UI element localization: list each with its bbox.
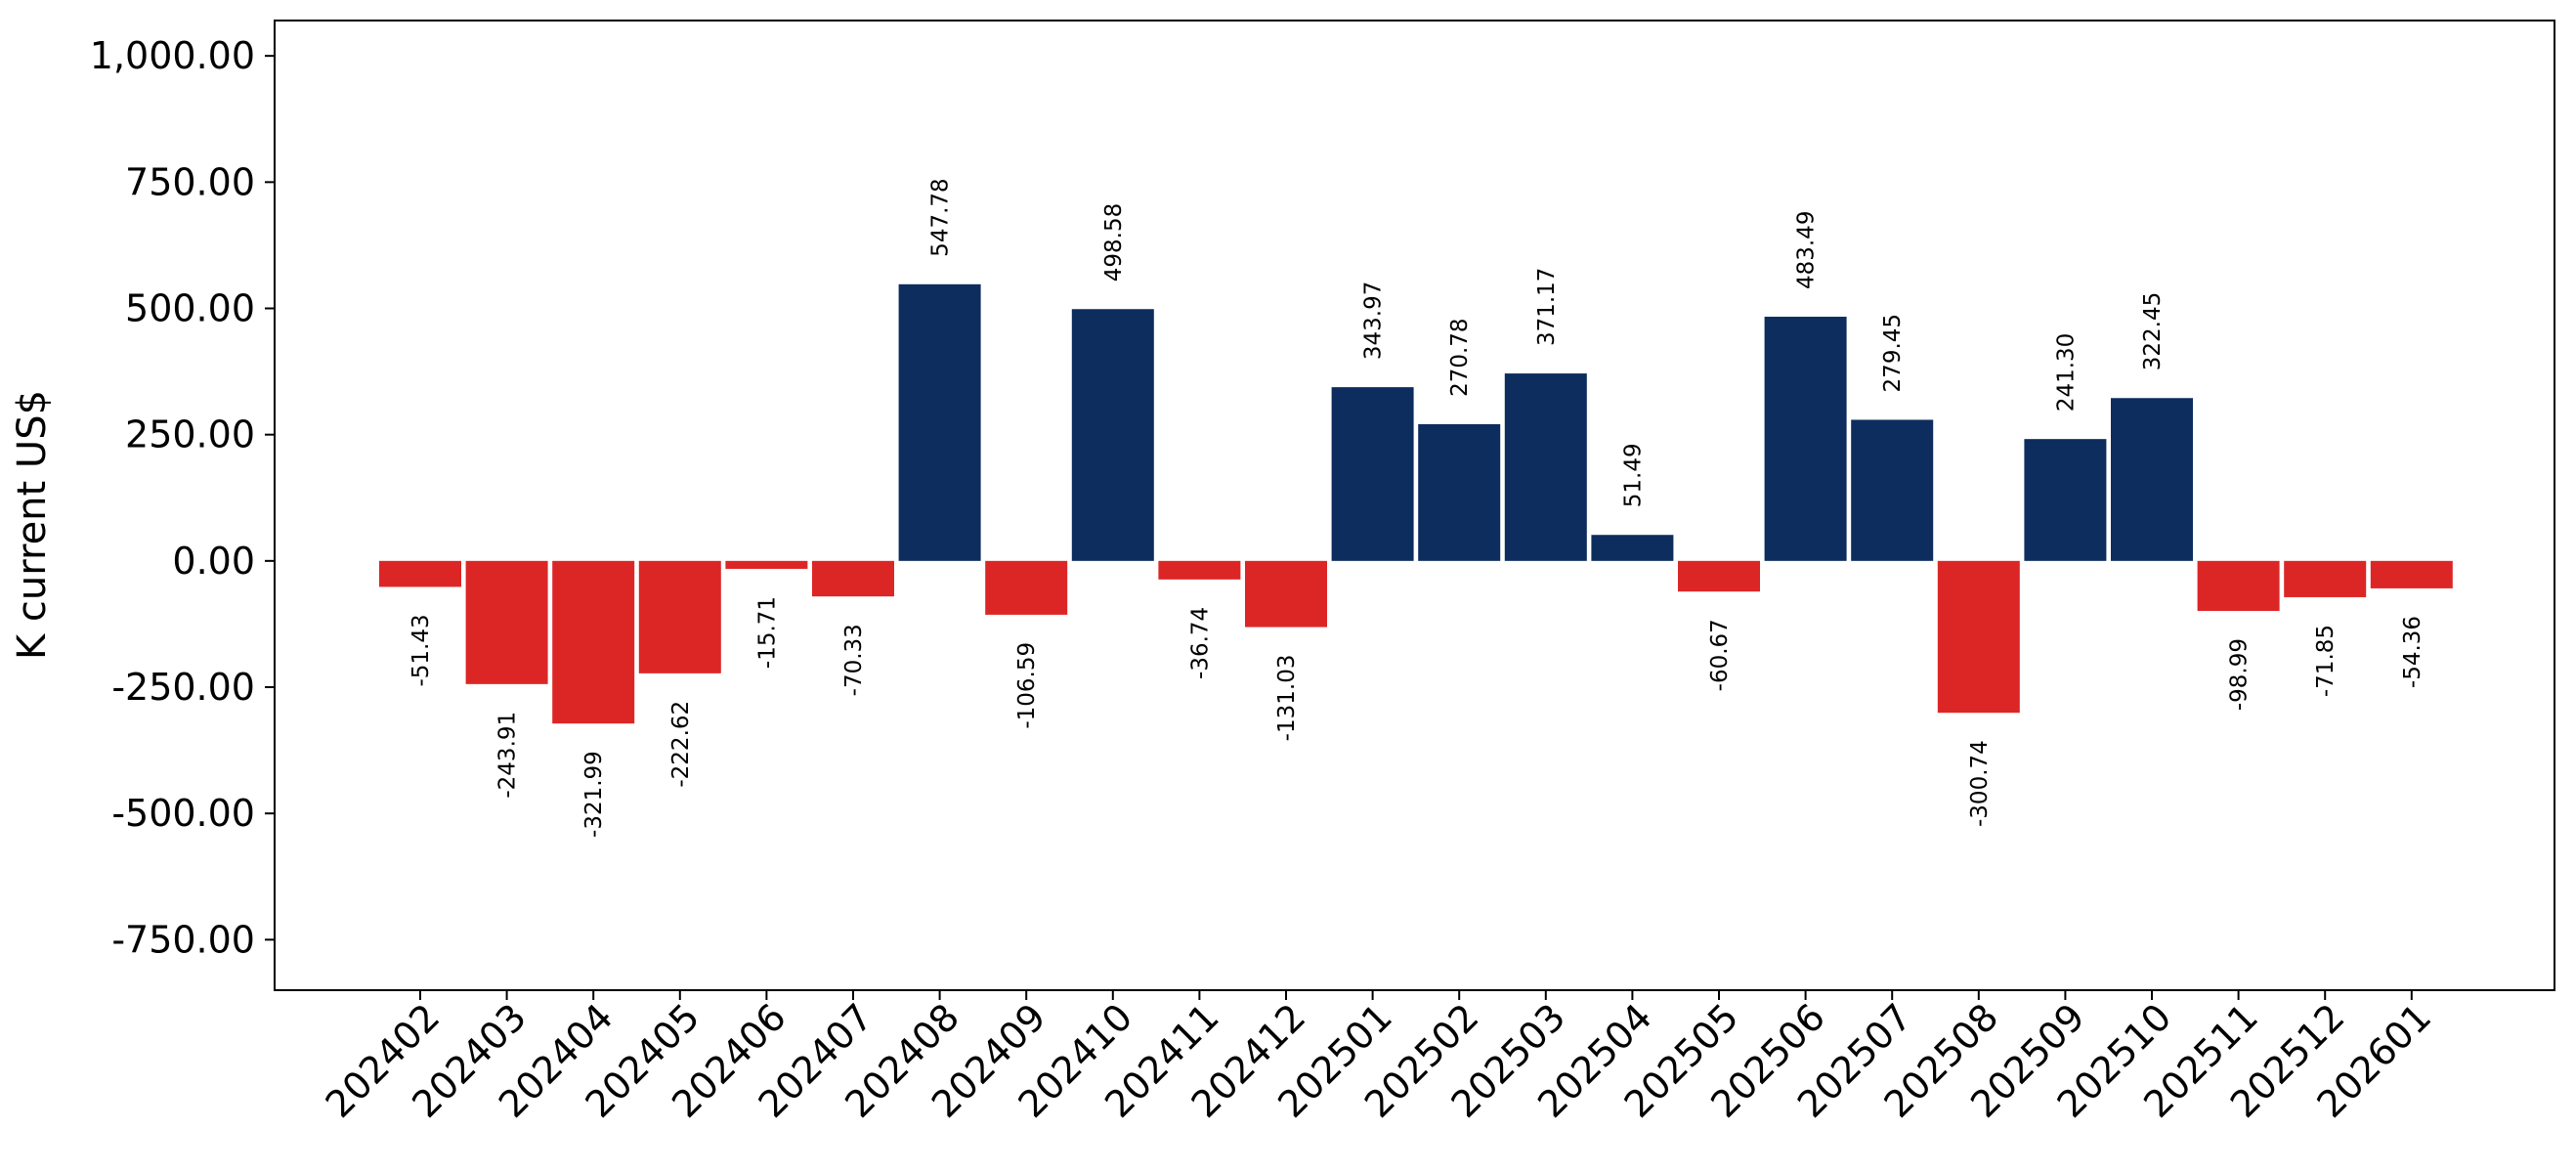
bar-202405 xyxy=(638,560,721,673)
bar-202505 xyxy=(1678,560,1760,592)
value-labels-group: -51.43 -243.91 -321.99 -222.62 -15.71 -70.33 5… xyxy=(408,178,2426,838)
value-label-202507: 279.45 xyxy=(1880,314,1906,392)
value-label-202512: -71.85 xyxy=(2313,625,2339,697)
value-label-202503: 371.17 xyxy=(1534,268,1560,346)
bar-202504 xyxy=(1591,535,1674,561)
bar-202407 xyxy=(812,560,894,597)
bar-202507 xyxy=(1851,419,1934,561)
value-label-202409: -106.59 xyxy=(1014,642,1040,729)
y-tick-label: 250.00 xyxy=(125,413,255,456)
y-tick-label: 0.00 xyxy=(172,540,255,583)
y-axis-label: K current US$ xyxy=(10,390,55,660)
value-label-202509: 241.30 xyxy=(2053,333,2079,412)
bar-202404 xyxy=(552,560,635,724)
bar-202601 xyxy=(2370,560,2453,588)
bar-202511 xyxy=(2197,560,2280,611)
value-label-202412: -131.03 xyxy=(1274,655,1300,742)
bar-202403 xyxy=(465,560,548,684)
bar-202501 xyxy=(1331,387,1414,561)
bar-202402 xyxy=(379,560,461,587)
y-tick-label: 500.00 xyxy=(125,287,255,330)
value-label-202402: -51.43 xyxy=(408,614,434,686)
value-label-202407: -70.33 xyxy=(841,624,867,696)
bar-202506 xyxy=(1764,317,1847,561)
bar-202510 xyxy=(2111,398,2193,561)
value-label-202511: -98.99 xyxy=(2227,638,2253,711)
bar-202503 xyxy=(1504,373,1587,561)
value-label-202410: 498.58 xyxy=(1101,203,1127,282)
y-tick-label: 750.00 xyxy=(125,160,255,203)
value-label-202508: -300.74 xyxy=(1967,740,1993,827)
bar-202509 xyxy=(2024,439,2107,561)
y-tick-label: -250.00 xyxy=(111,666,255,709)
value-label-202404: -321.99 xyxy=(581,751,607,838)
value-label-202411: -36.74 xyxy=(1187,607,1213,679)
y-tick-label: 1,000.00 xyxy=(90,34,255,77)
bar-202408 xyxy=(898,283,981,561)
bar-202406 xyxy=(725,560,808,569)
bar-202502 xyxy=(1418,423,1501,561)
y-tick-label: -500.00 xyxy=(111,792,255,835)
bars-group xyxy=(379,283,2453,724)
value-label-202405: -222.62 xyxy=(668,701,694,788)
bar-202412 xyxy=(1245,560,1327,628)
value-label-202601: -54.36 xyxy=(2400,616,2426,688)
value-label-202506: 483.49 xyxy=(1794,211,1820,289)
bar-202410 xyxy=(1071,309,1154,561)
value-label-202505: -60.67 xyxy=(1707,619,1733,691)
value-label-202504: 51.49 xyxy=(1620,443,1646,507)
value-label-202408: 547.78 xyxy=(928,178,954,256)
value-label-202403: -243.91 xyxy=(495,712,521,799)
bar-202409 xyxy=(985,560,1068,615)
bar-202512 xyxy=(2284,560,2367,597)
y-tick-label: -750.00 xyxy=(111,918,255,961)
value-label-202501: 343.97 xyxy=(1361,282,1387,360)
value-label-202502: 270.78 xyxy=(1447,318,1473,396)
y-axis: -750.00 -500.00 -250.00 0.00 250.00 500.00 750… xyxy=(90,34,275,961)
value-label-202510: 322.45 xyxy=(2140,292,2166,370)
plot-frame xyxy=(274,20,2555,991)
value-label-202406: -15.71 xyxy=(754,596,780,669)
bar-202411 xyxy=(1158,560,1241,580)
bar-202508 xyxy=(1937,560,2020,714)
